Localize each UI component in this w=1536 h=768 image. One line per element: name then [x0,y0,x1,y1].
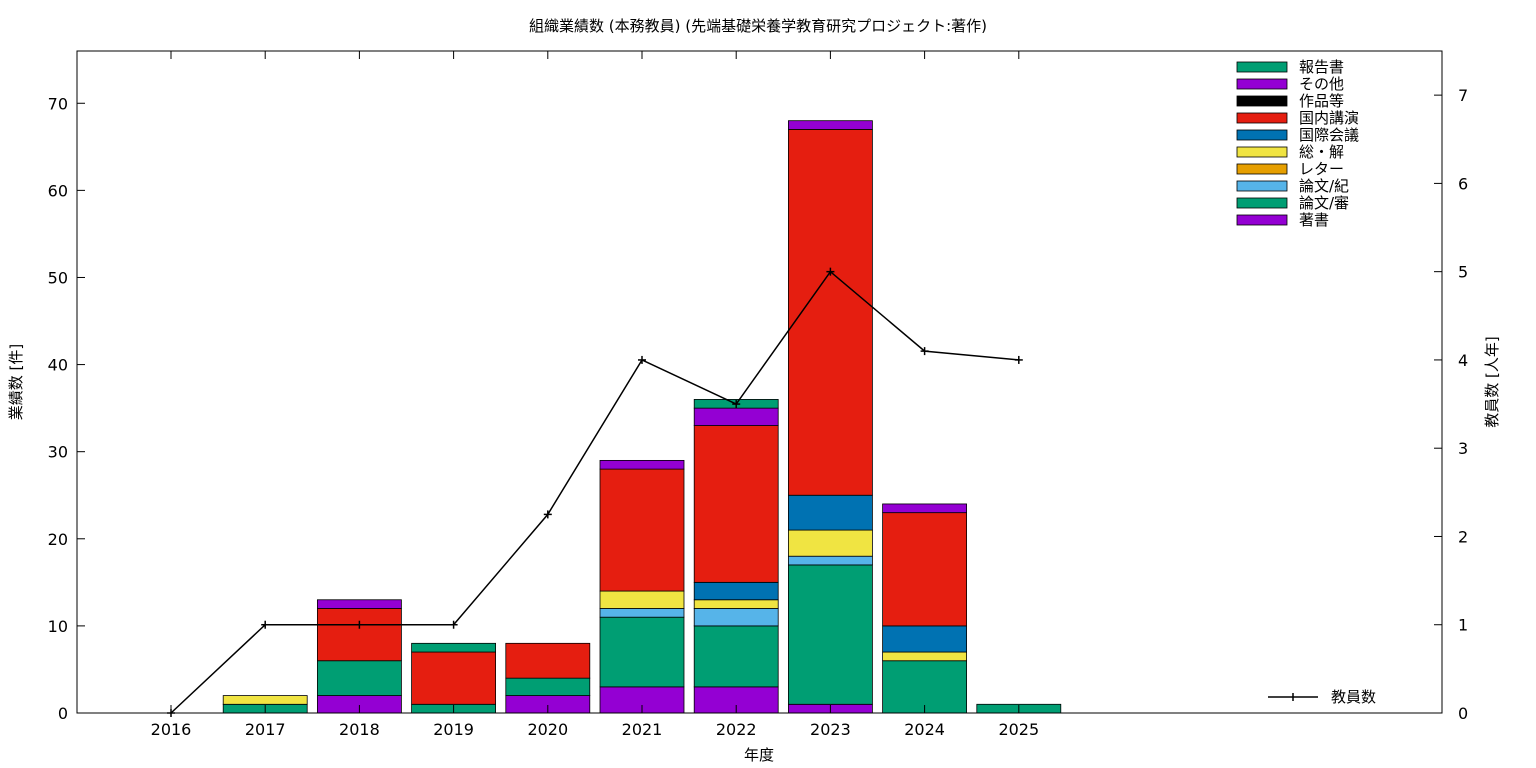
legend-label: レター [1299,160,1344,178]
x-tick-label: 2020 [527,720,568,739]
legend-swatch [1236,163,1288,175]
legend-swatch [1236,95,1288,107]
legend-swatch [1236,61,1288,73]
axes-layer: 0 10 20 30 40 50 60 70 0 1 2 3 4 5 6 7 2016 2017 2018 2019 2… [48,51,1468,739]
bar-segment [788,529,873,557]
x-tick-label: 2017 [245,720,286,739]
legend-swatch [1236,129,1288,141]
bar-segment [693,608,779,627]
legend-label: 総・解 [1299,143,1344,161]
bar-segment [599,468,685,592]
legend-label: 報告書 [1299,58,1344,76]
legend-swatch [1236,146,1288,158]
bar-segment [411,651,497,705]
x-tick-label: 2021 [622,720,663,739]
line-point [732,400,741,409]
bar-segment [788,555,873,566]
y-tick-label: 30 [48,443,68,462]
legend-label: 論文/紀 [1299,177,1349,195]
line-point [449,620,458,629]
legend-label: 作品等 [1299,92,1344,110]
y2-axis-label: 教員数 [人年] [1483,336,1501,427]
y2-tick-label: 5 [1458,263,1468,282]
x-tick-label: 2023 [810,720,851,739]
legend-line-label: 教員数 [1331,688,1376,706]
bar-segment [788,494,873,531]
plot-frame [76,50,1443,714]
x-tick-label: 2016 [151,720,192,739]
bar-segment [505,642,591,679]
x-tick-label: 2022 [716,720,757,739]
line-point [920,347,929,356]
legend-swatch [1236,112,1288,124]
y2-tick-label: 4 [1458,351,1468,370]
bar-segment [882,651,967,662]
line-point [543,510,552,519]
bar-segment [882,503,967,514]
x-tick-label: 2019 [433,720,474,739]
legend-swatch [1236,78,1288,90]
y2-tick-label: 7 [1458,86,1468,105]
bar-segment [693,625,779,688]
x-axis-label: 年度 [744,746,774,764]
y2-tick-label: 2 [1458,527,1468,546]
line-point [261,620,270,629]
bar-segment [411,642,497,653]
x-tick-label: 2024 [904,720,945,739]
x-tick-label: 2018 [339,720,380,739]
legend-label: 著書 [1299,211,1329,229]
line-point [1014,355,1023,364]
bar-segment [788,128,873,496]
bar-segment [882,512,967,627]
y-tick-label: 60 [48,181,68,200]
legend-label: その他 [1299,75,1344,93]
line-point [638,355,646,364]
y-tick-label: 20 [48,530,68,549]
bar-segment [882,625,967,653]
legend-label: 国際会議 [1299,126,1359,144]
bar-segment [693,581,779,601]
legend-swatch [1236,214,1288,226]
bar-segment [316,608,402,662]
y-tick-label: 50 [48,268,68,287]
bar-segment [599,590,685,609]
legend-swatch [1236,197,1288,209]
line-layer [167,267,1023,717]
bar-segment [222,695,308,705]
y-tick-label: 70 [48,94,68,113]
bars-layer [222,120,1062,714]
bar-segment [882,660,967,714]
bar-segment [599,616,685,688]
bar-segment [599,608,685,618]
bar-segment [316,660,402,696]
y-axis-label: 業績数 [件] [7,344,25,420]
y-tick-label: 10 [48,617,68,636]
y2-tick-label: 1 [1458,616,1468,635]
legend-label: 国内講演 [1299,109,1359,127]
bar-segment [788,564,873,705]
legend-swatch [1236,180,1288,192]
line-point [355,620,364,629]
bar-segment [788,120,873,130]
bar-segment [693,407,779,426]
x-tick-label: 2025 [998,720,1039,739]
bar-segment [693,425,779,583]
bar-segment [693,599,779,609]
legend-label: 論文/審 [1299,194,1349,212]
line-series [170,270,1019,714]
y-tick-label: 0 [58,704,68,723]
bar-segment [316,599,402,609]
bar-segment [599,459,685,470]
chart-title: 組織業績数 (本務教員) (先端基礎栄養学教育研究プロジェクト:著作) [529,17,987,35]
y2-tick-label: 0 [1458,704,1468,723]
bar-segment [505,677,591,696]
line-point [826,267,835,276]
y2-tick-label: 3 [1458,439,1468,458]
y2-tick-label: 6 [1458,174,1468,193]
y-tick-label: 40 [48,356,68,375]
